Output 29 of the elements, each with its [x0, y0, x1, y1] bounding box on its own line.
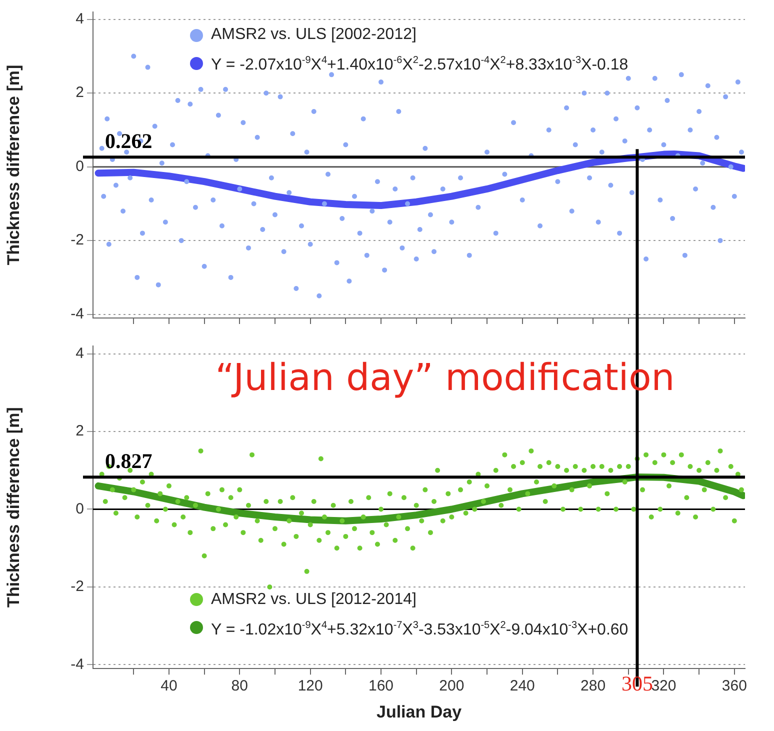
legend-label: AMSR2 vs. ULS [2002-2012] — [211, 25, 416, 45]
ref-line-label: 0.262 — [105, 129, 152, 154]
y-tick-label: 0 — [76, 500, 84, 518]
ref-line-label: 305 — [621, 672, 653, 696]
x-tick-label: 120 — [298, 678, 323, 695]
x-tick-label: 200 — [439, 678, 464, 695]
ref-line-label: 0.827 — [105, 449, 152, 474]
text: Y = -2.07x10$^{-9}$X$^{4}$+1.40x10$^{-6}$X$^{2}$-2.57x10$^{-4}$X$^{2}$+8.33x10$^{-3}$X-0.18 — [211, 55, 628, 74]
y-axis-title: Thickness difference [m] — [4, 407, 23, 608]
y-tick-label: 0 — [76, 158, 84, 175]
x-tick-label: 240 — [510, 678, 535, 695]
y-tick-label: -2 — [70, 578, 84, 596]
x-tick-label: 160 — [368, 678, 394, 695]
y-tick-label: 2 — [76, 422, 84, 440]
x-tick-label: 320 — [651, 678, 676, 695]
y-axis-title: Thickness difference [m] — [4, 64, 23, 266]
y-tick-label: -2 — [70, 232, 84, 249]
legend-label: AMSR2 vs. ULS [2012-2014] — [211, 590, 416, 610]
x-tick-label: 40 — [160, 678, 178, 695]
y-tick-label: 4 — [76, 10, 84, 28]
x-tick-label: 360 — [722, 678, 747, 695]
y-tick-label: -4 — [70, 656, 84, 673]
y-tick-label: -4 — [70, 305, 84, 322]
x-axis-title: Julian Day — [376, 702, 462, 722]
x-tick-label: 280 — [580, 678, 606, 695]
text: Y = -1.02x10$^{-9}$X$^{4}$+5.32x10$^{-7}$X$^{3}$-3.53x10$^{-5}$X$^{2}$-9.04x10$^{-3}$X+0.60 — [211, 620, 628, 638]
y-tick-label: 4 — [76, 344, 84, 362]
x-tick-label: 80 — [231, 678, 248, 695]
y-tick-label: 2 — [76, 84, 84, 102]
